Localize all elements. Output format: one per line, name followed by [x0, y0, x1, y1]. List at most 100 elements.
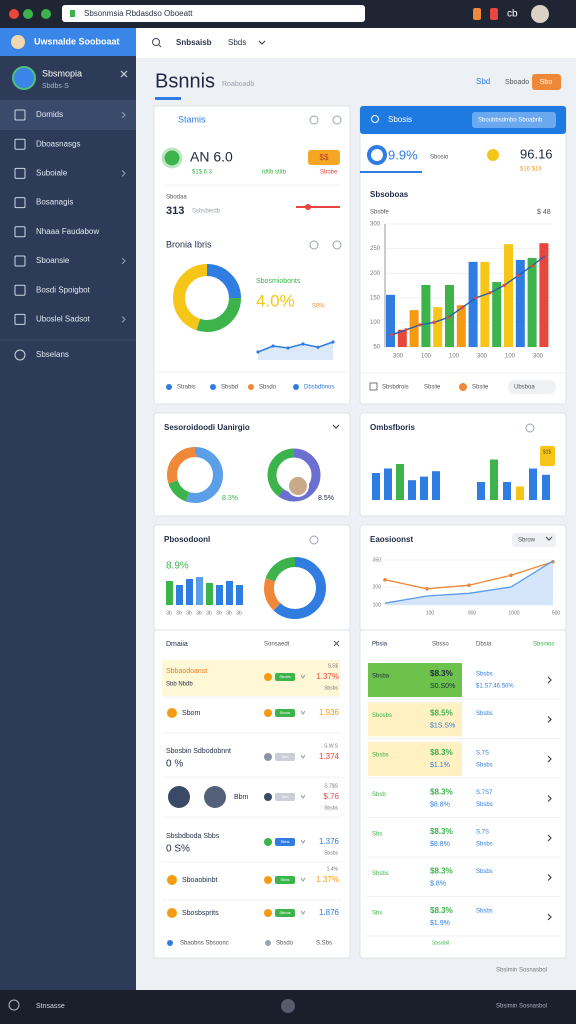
x-tick-label: 100	[421, 354, 432, 360]
avatar	[204, 786, 226, 808]
dropdown[interactable]: Sbrow	[518, 538, 536, 544]
window-dot	[9, 9, 19, 19]
row-value: $8.3%	[430, 748, 453, 757]
user-avatar	[531, 5, 549, 23]
x-tick-label: 100	[426, 610, 435, 616]
kpi: 8.9%	[166, 561, 189, 572]
trend-point	[488, 291, 492, 295]
card-title: Eaosioonst	[370, 535, 413, 544]
trend-point	[256, 350, 260, 354]
menu-item: Domids	[36, 110, 63, 119]
chart-change: $ 48	[537, 209, 551, 216]
chevron	[121, 315, 126, 323]
browser-icon	[490, 8, 498, 20]
chevron	[300, 710, 306, 715]
row-highlight	[368, 702, 462, 737]
window-dot	[23, 9, 33, 19]
row-label: Sbsba	[372, 674, 390, 680]
footer-button[interactable]	[508, 380, 556, 394]
bar	[176, 585, 183, 605]
menu-active	[0, 100, 136, 130]
avatar	[287, 475, 309, 497]
bar	[384, 468, 392, 500]
footer-button[interactable]: Ubsboa	[514, 385, 535, 391]
table-header: Sbsnios	[533, 642, 554, 648]
series-line	[384, 560, 554, 604]
lock-icon	[70, 10, 75, 17]
card-title: Pbosodoonl	[164, 535, 210, 544]
header-button[interactable]: Sboado	[505, 79, 529, 86]
legend-dot	[166, 384, 172, 390]
row-detail: Sbsbs	[476, 869, 493, 875]
chevron	[121, 257, 126, 265]
chevron	[547, 913, 552, 921]
status-pill	[275, 838, 295, 846]
row-icon	[167, 908, 177, 918]
tab: Sbds	[228, 38, 246, 47]
close-icon	[333, 640, 340, 647]
bar	[456, 305, 466, 347]
row-detail: S.7S7	[476, 790, 493, 796]
stat: AN 6.0	[190, 149, 233, 165]
row-detail: Sbsbs	[476, 763, 493, 769]
status-pill	[275, 673, 295, 681]
status-dot	[264, 673, 272, 681]
row-value: $8.3%	[430, 906, 453, 915]
row-value: 313	[166, 205, 184, 217]
legend-dot	[167, 940, 173, 946]
bar	[468, 261, 478, 347]
card	[153, 629, 351, 959]
trend-point	[474, 296, 478, 300]
badge: $$	[320, 153, 329, 162]
bar	[432, 471, 440, 500]
search-box[interactable]	[472, 112, 556, 128]
footer-item: Sbsiie	[424, 385, 441, 391]
bar	[480, 261, 490, 347]
x-tick-label: 3b	[206, 610, 212, 616]
badge-note: Sbobe	[320, 170, 338, 176]
bar	[396, 464, 404, 500]
table-header: Dmaiia	[166, 641, 188, 648]
trend-point	[530, 264, 534, 268]
trend-point	[544, 253, 548, 257]
bar	[196, 577, 203, 605]
stat-note: tdtib stitb	[262, 170, 287, 176]
row-sub: 0 S%	[166, 844, 190, 855]
trend-point	[516, 274, 520, 278]
y-tick-label: 200	[370, 271, 381, 277]
header-button[interactable]: Sbo	[540, 79, 553, 86]
status-icon	[281, 999, 295, 1013]
y-tick-label: 100	[373, 602, 382, 608]
legend-dot	[265, 940, 271, 946]
badge	[540, 446, 555, 466]
chevron	[547, 874, 552, 881]
logo	[11, 35, 25, 49]
bar	[408, 480, 416, 500]
icon-button	[332, 240, 342, 250]
chevron	[300, 910, 306, 915]
menu-item: Uboslel Sadsot	[36, 315, 91, 324]
status-pill: Sbb	[281, 754, 289, 759]
status-text: Stnsasse	[36, 1003, 65, 1010]
status-text: Sbsimin Sosnasbol	[496, 1004, 547, 1010]
status-dot	[264, 838, 272, 846]
header-button[interactable]: Sbd	[476, 77, 490, 86]
x-tick-label: 1000	[508, 610, 519, 616]
footer-item: Sbsbd	[221, 385, 238, 391]
row-label: Sbs	[372, 911, 382, 917]
tab-underline	[360, 171, 422, 173]
stat: 96.16	[520, 146, 553, 161]
icon-button	[525, 423, 535, 433]
header-button-bg[interactable]	[532, 74, 561, 90]
menu-icon	[14, 226, 26, 238]
trend-point	[502, 283, 506, 288]
donut-segment	[264, 557, 326, 619]
search-text: Sboubbsdmbo Sboabnb	[478, 118, 543, 124]
dropdown[interactable]	[512, 533, 556, 547]
bar	[206, 583, 213, 605]
x-tick-label: 3b	[216, 610, 222, 616]
trend-point	[446, 315, 450, 320]
chevron	[300, 877, 306, 882]
x-tick-label: 3b	[166, 610, 172, 616]
row-value: $8.3%	[430, 867, 453, 876]
